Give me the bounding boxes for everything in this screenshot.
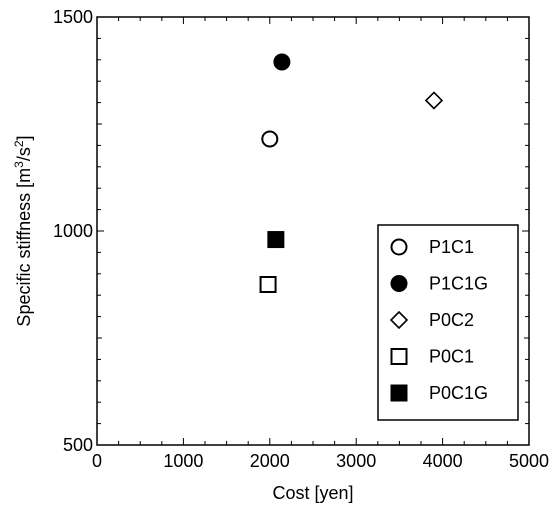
legend-label-p1c1g: P1C1G (429, 274, 488, 294)
y-axis-label-sup1: 3 (12, 161, 26, 168)
x-tick-label: 5000 (509, 451, 549, 471)
y-tick-label: 500 (63, 435, 93, 455)
x-tick-label: 1000 (163, 451, 203, 471)
legend: P1C1 P1C1G P0C2 P0C1 P0C1G (377, 224, 519, 421)
y-axis-label: Specific stiffness [m3/s2] (12, 135, 34, 326)
legend-marker-p0c1g (390, 384, 408, 402)
legend-marker-p1c1 (390, 238, 408, 256)
x-tick-label: 3000 (336, 451, 376, 471)
x-tick-label: 4000 (423, 451, 463, 471)
x-tick-label: 2000 (250, 451, 290, 471)
legend-label-p0c1: P0C1 (429, 347, 474, 367)
y-axis-label-sup2: 2 (12, 140, 26, 147)
axis-ticks: 0 1000 2000 3000 4000 5000 500 1000 1500 (53, 7, 549, 471)
legend-marker-p0c1 (390, 348, 408, 365)
y-tick-label: 1500 (53, 7, 93, 27)
x-tick-label: 0 (92, 451, 102, 471)
legend-label-p0c1g: P0C1G (429, 383, 488, 403)
legend-marker-p1c1g (390, 275, 408, 292)
data-point-p1c1 (261, 130, 279, 148)
data-point-p0c2 (424, 91, 444, 110)
y-tick-label: 1000 (53, 221, 93, 241)
data-point-p1c1g (273, 53, 291, 71)
legend-label-p1c1: P1C1 (429, 237, 474, 257)
data-point-p0c1g (267, 231, 285, 249)
x-axis-label: Cost [yen] (272, 483, 353, 503)
data-point-p0c1 (259, 276, 277, 293)
data-points (259, 53, 444, 293)
legend-marker-p0c2 (389, 310, 409, 330)
legend-label-p0c2: P0C2 (429, 310, 474, 330)
